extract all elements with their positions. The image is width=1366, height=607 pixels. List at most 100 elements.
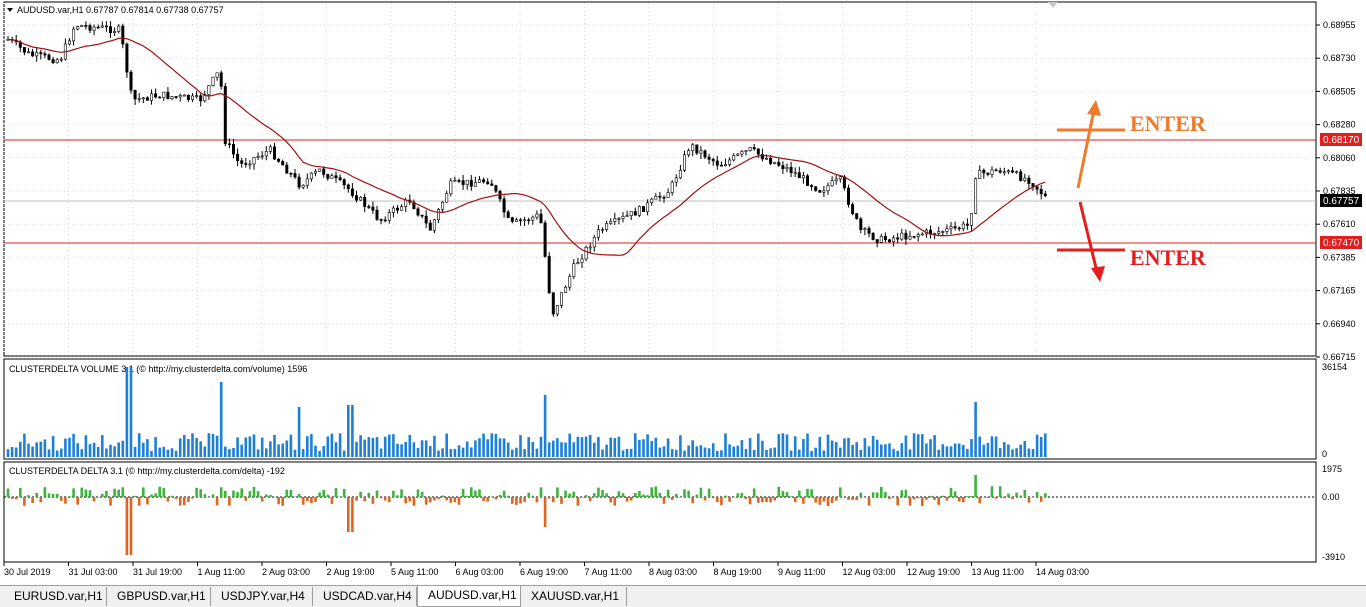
volume-bar [498,438,502,457]
svg-text:ENTER: ENTER [1130,245,1207,270]
volume-bar [908,449,912,457]
candle-body [424,215,428,224]
volume-bar [35,442,38,457]
candle-body [916,234,920,237]
delta-bar [629,497,633,501]
volume-bars [6,367,1047,457]
delta-bar [117,489,120,497]
candle-body [826,185,830,192]
volume-bar [572,442,576,457]
delta-bar [392,490,395,497]
time-label: 9 Aug 11:00 [778,567,825,577]
tab-audusd[interactable]: AUDUSD.var,H1 [417,586,521,607]
volume-bar [892,448,895,457]
volume-bar [683,450,686,457]
svg-text:0.67470: 0.67470 [1323,238,1360,249]
delta-bar [847,497,850,500]
delta-bar [683,489,686,497]
candle-body [334,175,338,178]
volume-bar [310,434,313,457]
candle-body [801,175,805,179]
delta-bar [1003,497,1006,499]
candle-body [785,167,789,170]
candle-body [31,51,35,57]
tab-usdjpy[interactable]: USDJPY.var,H4 [211,587,313,606]
volume-bar [433,435,436,457]
tab-gbpusd[interactable]: GBPUSD.var,H1 [107,587,211,606]
volume-panel[interactable] [3,358,1317,460]
breakout-down-annotation: ENTER [1057,201,1207,282]
delta-bar [199,489,202,497]
delta-panel[interactable] [3,461,1317,563]
delta-bar [215,497,219,506]
delta-bar [76,497,79,505]
volume-bar [474,440,477,457]
candle-body [277,158,281,162]
delta-bar [638,491,641,497]
volume-bar [219,382,223,457]
candle-body [256,156,260,158]
price-panel[interactable] [3,1,1317,357]
volume-bar [666,438,670,457]
delta-bar [511,497,514,504]
volume-bar [396,443,399,457]
delta-bar [72,488,75,497]
delta-bar [851,497,854,500]
volume-bar [506,442,510,457]
volume-bar [55,450,59,457]
delta-bar [388,497,391,503]
volume-bar [113,446,116,457]
volume-bar [777,434,781,457]
tab-xauusd[interactable]: XAUUSD.var,H1 [521,587,627,606]
dropdown-arrow-icon[interactable] [7,8,13,12]
tab-eurusd[interactable]: EURUSD.var,H1 [4,587,107,606]
delta-bar [281,497,284,506]
candle-body [174,96,178,98]
volume-bar [400,444,403,457]
delta-bar [146,497,149,505]
volume-bar [154,437,157,457]
candle-body [637,206,641,216]
volume-bar [748,438,752,457]
volume-bar [215,435,219,457]
delta-bar [142,487,145,497]
volume-bar [388,434,391,457]
delta-bar [933,497,936,500]
volume-bar [334,442,338,457]
delta-bar [613,497,617,506]
candle-body [301,184,305,188]
delta-bar [474,490,477,497]
shift-marker-icon[interactable] [1048,2,1058,8]
volume-bar [576,436,580,457]
delta-bar [92,497,96,502]
delta-bar [949,487,953,497]
delta-bar [580,497,584,498]
candle-body [760,153,764,160]
delta-bar [597,487,600,497]
volume-bar [424,440,428,457]
delta-bar [379,497,383,499]
svg-text:0.67757: 0.67757 [1323,196,1360,207]
delta-bar [109,497,112,506]
volume-bar [826,434,830,457]
delta-bar [617,491,621,497]
candle-body [420,214,424,217]
chart-area[interactable]: 0.68955 0.68730 0.68505 0.68280 0.68060 0.678… [0,0,1366,585]
volume-bar [523,449,526,457]
volume-bar [347,405,350,457]
volume-bar [834,442,838,457]
delta-bar [621,493,625,497]
delta-bar [990,486,994,497]
volume-bar [23,433,26,457]
volume-bar [297,407,301,457]
candle-body [822,190,826,193]
candle-body [84,25,88,27]
volume-bar [207,433,211,457]
delta-bar [441,495,444,497]
volume-bar [1035,434,1039,457]
moving-average-line [7,37,1046,256]
tab-usdcad[interactable]: USDCAD.var,H4 [313,587,417,606]
delta-bar [547,497,551,499]
delta-bar [711,497,715,499]
candle-body [51,59,55,64]
